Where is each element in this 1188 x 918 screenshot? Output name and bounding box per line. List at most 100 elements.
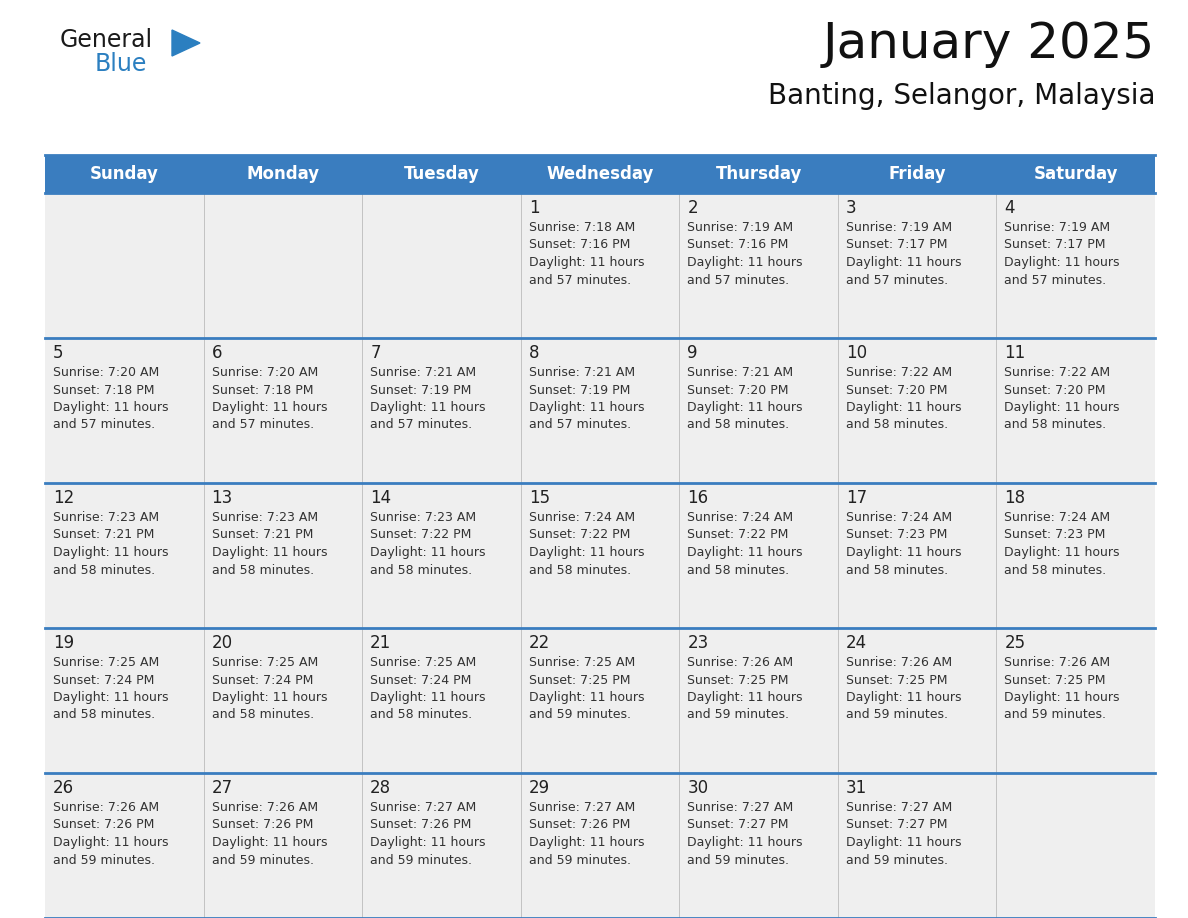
Bar xyxy=(520,483,680,628)
Text: Daylight: 11 hours: Daylight: 11 hours xyxy=(1004,401,1120,414)
Text: Sunset: 7:26 PM: Sunset: 7:26 PM xyxy=(53,819,154,832)
Text: Sunrise: 7:27 AM: Sunrise: 7:27 AM xyxy=(371,801,476,814)
Bar xyxy=(203,773,362,918)
Bar xyxy=(203,193,362,338)
Text: Daylight: 11 hours: Daylight: 11 hours xyxy=(688,836,803,849)
Text: Daylight: 11 hours: Daylight: 11 hours xyxy=(371,401,486,414)
Text: 9: 9 xyxy=(688,344,697,362)
Text: Sunrise: 7:22 AM: Sunrise: 7:22 AM xyxy=(1004,366,1111,379)
Text: Sunrise: 7:25 AM: Sunrise: 7:25 AM xyxy=(211,656,318,669)
Text: Sunrise: 7:25 AM: Sunrise: 7:25 AM xyxy=(53,656,159,669)
Text: 4: 4 xyxy=(1004,199,1015,217)
Text: Monday: Monday xyxy=(246,165,320,183)
Bar xyxy=(680,155,838,193)
Text: Daylight: 11 hours: Daylight: 11 hours xyxy=(529,401,644,414)
Text: Daylight: 11 hours: Daylight: 11 hours xyxy=(53,836,169,849)
Bar xyxy=(997,773,1155,918)
Text: 2: 2 xyxy=(688,199,697,217)
Text: Sunset: 7:25 PM: Sunset: 7:25 PM xyxy=(1004,674,1106,687)
Bar xyxy=(520,628,680,773)
Text: Daylight: 11 hours: Daylight: 11 hours xyxy=(1004,546,1120,559)
Text: Sunset: 7:20 PM: Sunset: 7:20 PM xyxy=(688,384,789,397)
Bar xyxy=(997,338,1155,483)
Text: and 59 minutes.: and 59 minutes. xyxy=(688,709,789,722)
Text: Daylight: 11 hours: Daylight: 11 hours xyxy=(688,691,803,704)
Text: 27: 27 xyxy=(211,779,233,797)
Bar xyxy=(45,155,203,193)
Bar xyxy=(362,628,520,773)
Text: Sunrise: 7:24 AM: Sunrise: 7:24 AM xyxy=(846,511,952,524)
Text: Sunrise: 7:21 AM: Sunrise: 7:21 AM xyxy=(688,366,794,379)
Text: Sunrise: 7:26 AM: Sunrise: 7:26 AM xyxy=(1004,656,1111,669)
Text: Daylight: 11 hours: Daylight: 11 hours xyxy=(688,401,803,414)
Text: 8: 8 xyxy=(529,344,539,362)
Bar xyxy=(838,155,997,193)
Bar xyxy=(203,483,362,628)
Text: 28: 28 xyxy=(371,779,391,797)
Text: Sunrise: 7:26 AM: Sunrise: 7:26 AM xyxy=(846,656,952,669)
Text: Sunrise: 7:24 AM: Sunrise: 7:24 AM xyxy=(1004,511,1111,524)
Text: Sunset: 7:20 PM: Sunset: 7:20 PM xyxy=(846,384,947,397)
Text: and 59 minutes.: and 59 minutes. xyxy=(846,854,948,867)
Text: 20: 20 xyxy=(211,634,233,652)
Text: Sunset: 7:21 PM: Sunset: 7:21 PM xyxy=(211,529,312,542)
Text: and 57 minutes.: and 57 minutes. xyxy=(529,419,631,431)
Text: Sunset: 7:22 PM: Sunset: 7:22 PM xyxy=(371,529,472,542)
Text: 23: 23 xyxy=(688,634,708,652)
Text: and 58 minutes.: and 58 minutes. xyxy=(846,564,948,577)
Text: Sunrise: 7:23 AM: Sunrise: 7:23 AM xyxy=(211,511,317,524)
Bar xyxy=(520,193,680,338)
Text: 15: 15 xyxy=(529,489,550,507)
Text: Daylight: 11 hours: Daylight: 11 hours xyxy=(688,256,803,269)
Text: Sunrise: 7:23 AM: Sunrise: 7:23 AM xyxy=(371,511,476,524)
Bar xyxy=(520,155,680,193)
Bar xyxy=(520,338,680,483)
Text: Daylight: 11 hours: Daylight: 11 hours xyxy=(529,836,644,849)
Bar xyxy=(997,155,1155,193)
Text: and 58 minutes.: and 58 minutes. xyxy=(529,564,631,577)
Text: Sunrise: 7:21 AM: Sunrise: 7:21 AM xyxy=(371,366,476,379)
Text: Sunset: 7:24 PM: Sunset: 7:24 PM xyxy=(53,674,154,687)
Text: Sunset: 7:25 PM: Sunset: 7:25 PM xyxy=(529,674,630,687)
Text: Daylight: 11 hours: Daylight: 11 hours xyxy=(846,691,961,704)
Text: 12: 12 xyxy=(53,489,74,507)
Text: Friday: Friday xyxy=(889,165,946,183)
Bar xyxy=(45,483,203,628)
Text: Blue: Blue xyxy=(95,52,147,76)
Text: and 58 minutes.: and 58 minutes. xyxy=(371,564,473,577)
Bar xyxy=(997,193,1155,338)
Text: Sunset: 7:24 PM: Sunset: 7:24 PM xyxy=(211,674,312,687)
Text: and 59 minutes.: and 59 minutes. xyxy=(1004,709,1106,722)
Text: Sunrise: 7:19 AM: Sunrise: 7:19 AM xyxy=(1004,221,1111,234)
Bar xyxy=(838,483,997,628)
Text: and 58 minutes.: and 58 minutes. xyxy=(53,709,156,722)
Text: Sunrise: 7:23 AM: Sunrise: 7:23 AM xyxy=(53,511,159,524)
Text: Daylight: 11 hours: Daylight: 11 hours xyxy=(1004,256,1120,269)
Text: Sunset: 7:24 PM: Sunset: 7:24 PM xyxy=(371,674,472,687)
Text: and 58 minutes.: and 58 minutes. xyxy=(688,419,789,431)
Text: Daylight: 11 hours: Daylight: 11 hours xyxy=(371,546,486,559)
Text: Thursday: Thursday xyxy=(715,165,802,183)
Text: and 57 minutes.: and 57 minutes. xyxy=(371,419,473,431)
Text: Sunrise: 7:27 AM: Sunrise: 7:27 AM xyxy=(529,801,634,814)
Text: Daylight: 11 hours: Daylight: 11 hours xyxy=(846,256,961,269)
Bar xyxy=(680,193,838,338)
Text: 21: 21 xyxy=(371,634,391,652)
Bar xyxy=(838,628,997,773)
Text: Sunrise: 7:24 AM: Sunrise: 7:24 AM xyxy=(688,511,794,524)
Bar xyxy=(838,773,997,918)
Text: Sunrise: 7:22 AM: Sunrise: 7:22 AM xyxy=(846,366,952,379)
Bar xyxy=(45,193,203,338)
Text: Sunset: 7:26 PM: Sunset: 7:26 PM xyxy=(211,819,312,832)
Text: Daylight: 11 hours: Daylight: 11 hours xyxy=(53,546,169,559)
Text: 16: 16 xyxy=(688,489,708,507)
Text: 25: 25 xyxy=(1004,634,1025,652)
Text: and 58 minutes.: and 58 minutes. xyxy=(211,709,314,722)
Text: Saturday: Saturday xyxy=(1034,165,1118,183)
Text: Sunrise: 7:19 AM: Sunrise: 7:19 AM xyxy=(846,221,952,234)
Text: 22: 22 xyxy=(529,634,550,652)
Text: Sunset: 7:21 PM: Sunset: 7:21 PM xyxy=(53,529,154,542)
Text: Daylight: 11 hours: Daylight: 11 hours xyxy=(211,691,327,704)
Text: Sunset: 7:27 PM: Sunset: 7:27 PM xyxy=(688,819,789,832)
Text: and 57 minutes.: and 57 minutes. xyxy=(529,274,631,286)
